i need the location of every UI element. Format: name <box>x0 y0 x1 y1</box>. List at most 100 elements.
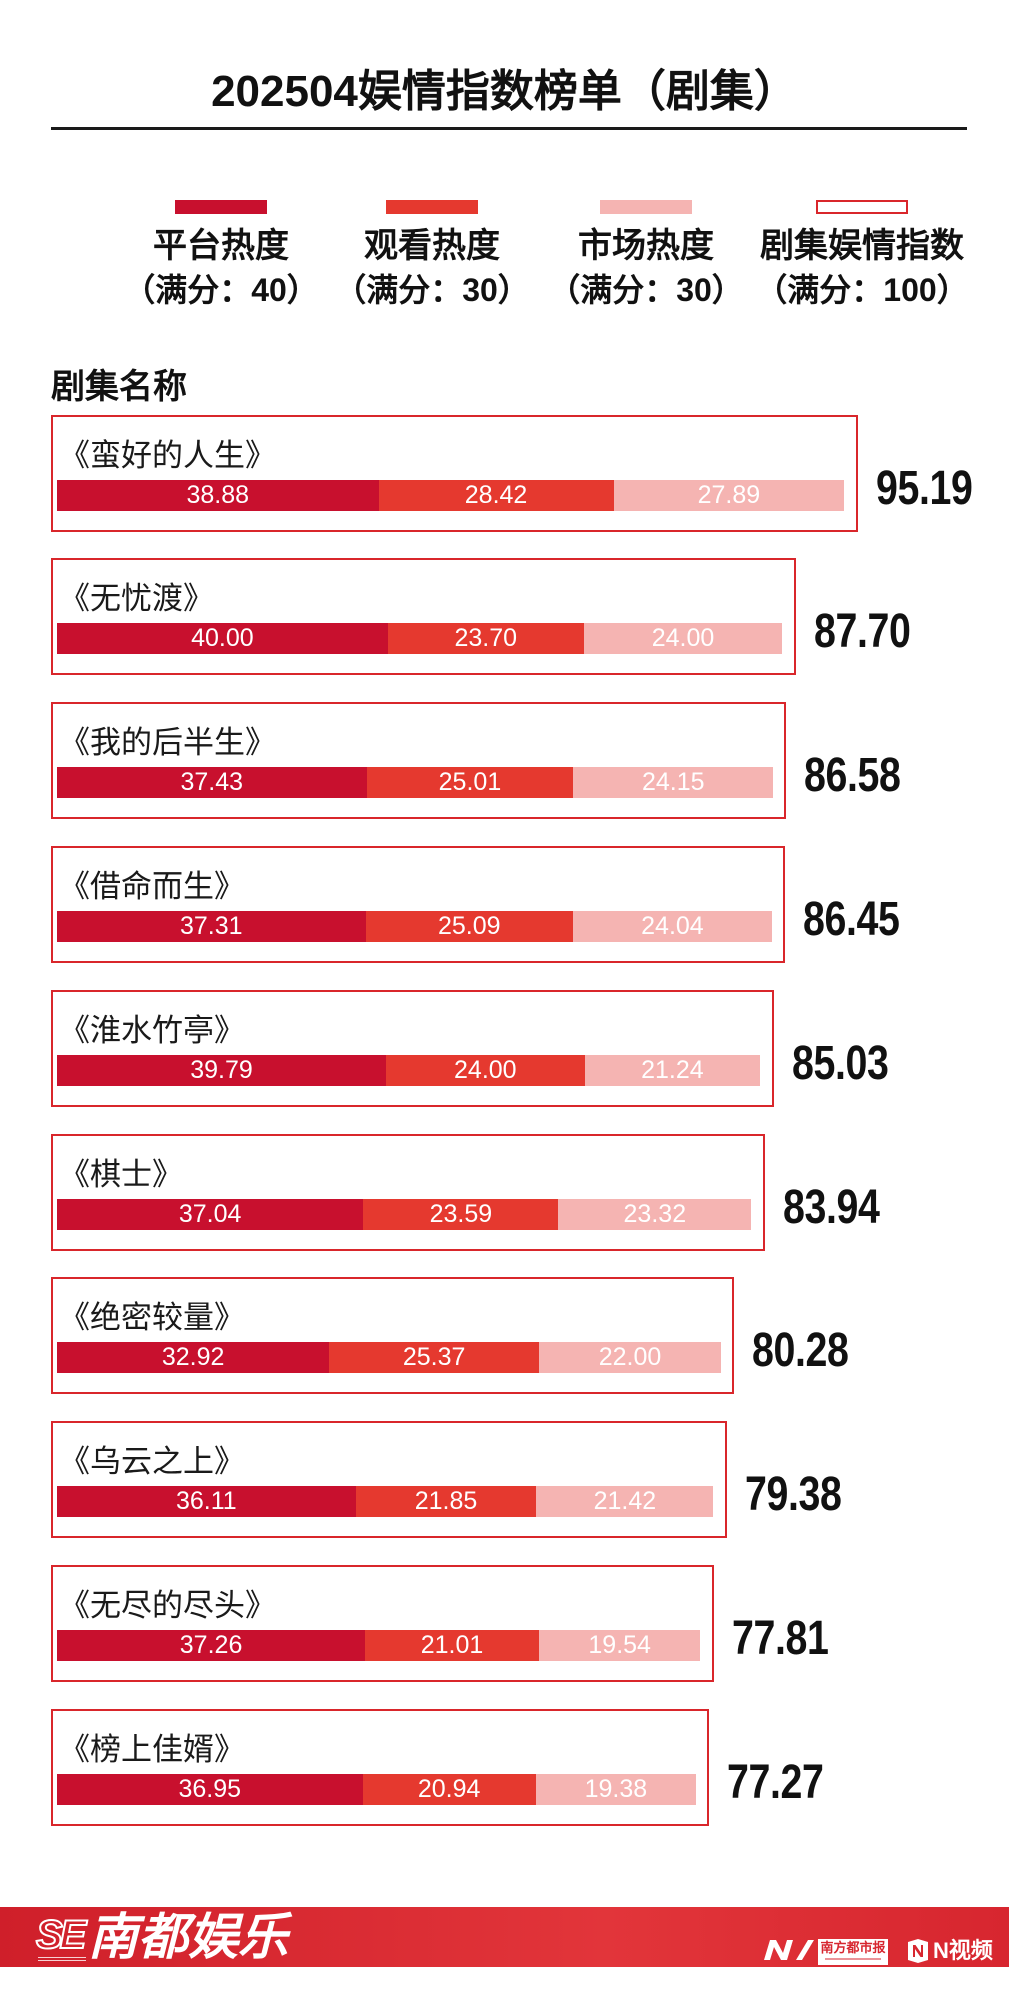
bar-segment-market: 24.00 <box>583 623 783 655</box>
bar-segment-viewing: 21.01 <box>365 1630 539 1661</box>
bar-segment-platform: 38.88 <box>57 479 379 511</box>
row-frame <box>51 1133 765 1251</box>
show-name: 《棋士》 <box>59 1156 183 1192</box>
footer-band: SE 南都娱乐 南方都市报 N视频 <box>0 1907 1009 1967</box>
legend-label: 市场热度 <box>578 227 714 265</box>
show-name: 《借命而生》 <box>59 869 245 904</box>
legend-label: 平台热度 <box>153 227 289 265</box>
row-frame <box>51 558 796 676</box>
show-name: 《淮水竹亭》 <box>59 1012 245 1048</box>
show-name: 《乌云之上》 <box>59 1444 245 1480</box>
show-row: 《乌云之上》 36.11 21.85 21.42 79.38 <box>0 1421 1009 1541</box>
show-row: 《榜上佳婿》 36.95 20.94 19.38 77.27 <box>0 1708 1009 1829</box>
legend-label: 剧集娱情指数 <box>760 227 964 265</box>
stacked-bar: 37.43 25.01 24.15 <box>57 767 774 799</box>
row-frame <box>51 846 786 963</box>
total-score: 83.94 <box>782 1180 880 1234</box>
video-brand: N视频 <box>933 1938 993 1963</box>
bar-segment-viewing: 28.42 <box>378 479 614 511</box>
total-score: 86.58 <box>804 749 901 803</box>
show-row: 《淮水竹亭》 39.79 24.00 21.24 85.03 <box>0 989 1009 1110</box>
show-row: 《我的后半生》 37.43 25.01 24.15 86.58 <box>0 702 1009 822</box>
bar-segment-market: 19.38 <box>535 1773 696 1805</box>
legend-note: （满分：30） <box>548 272 744 308</box>
stacked-bar: 37.26 21.01 19.54 <box>57 1630 701 1661</box>
bar-segment-market: 24.04 <box>573 911 772 942</box>
bar-segment-viewing: 21.85 <box>355 1486 537 1518</box>
total-score: 80.28 <box>752 1324 849 1378</box>
bar-segment-platform: 37.43 <box>57 767 367 799</box>
bar-segment-platform: 40.00 <box>57 623 388 655</box>
bar-segment-platform: 37.31 <box>57 911 366 942</box>
se-logo-lines <box>38 1957 86 1963</box>
show-name: 《绝密较量》 <box>59 1300 245 1336</box>
bar-segment-platform: 37.26 <box>57 1630 366 1661</box>
row-frame <box>51 989 774 1107</box>
stacked-bar: 36.11 21.85 21.42 <box>57 1486 714 1518</box>
show-row: 《无尽的尽头》 37.26 21.01 19.54 77.81 <box>0 1565 1009 1685</box>
show-row: 《绝密较量》 32.92 25.37 22.00 80.28 <box>0 1277 1009 1397</box>
bar-segment-platform: 32.92 <box>57 1342 330 1374</box>
bar-segment-viewing: 20.94 <box>362 1773 536 1805</box>
bar-segment-viewing: 23.70 <box>387 623 584 655</box>
bar-segment-platform: 39.79 <box>57 1054 387 1086</box>
title-underline <box>51 127 967 130</box>
total-score: 85.03 <box>791 1036 889 1090</box>
legend-swatch-total <box>816 200 908 214</box>
bar-segment-market: 21.24 <box>584 1054 761 1086</box>
legend-swatch-market <box>600 200 692 214</box>
total-score: 77.81 <box>731 1612 829 1665</box>
legend-note: （满分：100） <box>755 272 969 308</box>
bar-segment-viewing: 25.37 <box>329 1342 540 1374</box>
row-frame <box>51 1421 727 1539</box>
legend-item-platform: 平台热度 （满分：40） <box>106 200 336 310</box>
bar-segment-market: 21.42 <box>536 1486 714 1518</box>
bar-segment-market: 22.00 <box>539 1342 721 1374</box>
stacked-bar: 38.88 28.42 27.89 <box>57 479 845 511</box>
show-row: 《借命而生》 37.31 25.09 24.04 86.45 <box>0 846 1009 966</box>
total-score: 77.27 <box>727 1755 824 1809</box>
total-score: 86.45 <box>803 893 900 946</box>
row-frame <box>51 1565 714 1682</box>
legend-item-total: 剧集娱情指数 （满分：100） <box>747 200 977 310</box>
total-score: 95.19 <box>875 461 973 515</box>
legend-label: 观看热度 <box>364 227 500 265</box>
brand-name: 南都娱乐 <box>88 1909 288 1965</box>
bar-segment-viewing: 25.01 <box>366 767 574 799</box>
row-frame <box>51 1708 710 1826</box>
partner-underline <box>825 1958 881 1960</box>
chart-title: 202504娱情指数榜单（剧集） <box>211 67 798 116</box>
legend-item-viewing: 观看热度 （满分：30） <box>317 200 547 310</box>
row-frame <box>51 1277 735 1395</box>
legend-note: （满分：30） <box>334 272 530 308</box>
legend-swatch-viewing <box>386 200 478 214</box>
show-name: 《榜上佳婿》 <box>59 1731 245 1767</box>
show-row: 《蛮好的人生》 38.88 28.42 27.89 95.19 <box>0 414 1009 535</box>
stacked-bar: 39.79 24.00 21.24 <box>57 1054 761 1086</box>
show-row: 《棋士》 37.04 23.59 23.32 83.94 <box>0 1133 1009 1254</box>
show-name: 《无尽的尽头》 <box>59 1588 276 1623</box>
stacked-bar: 37.31 25.09 24.04 <box>57 911 772 942</box>
bar-segment-platform: 36.11 <box>57 1486 356 1518</box>
show-name: 《我的后半生》 <box>59 725 276 761</box>
n-video-icon <box>908 1939 928 1963</box>
bar-segment-viewing: 24.00 <box>386 1054 585 1086</box>
partner-name: 南方都市报 <box>820 1940 886 1955</box>
bar-segment-market: 23.32 <box>558 1198 752 1230</box>
stacked-bar: 40.00 23.70 24.00 <box>57 623 783 655</box>
stacked-bar: 32.92 25.37 22.00 <box>57 1342 721 1374</box>
row-frame <box>51 702 787 820</box>
legend-swatch-platform <box>175 200 267 214</box>
se-logo: SE <box>35 1912 87 1958</box>
stacked-bar: 37.04 23.59 23.32 <box>57 1198 752 1230</box>
bar-segment-viewing: 25.09 <box>365 911 574 942</box>
bar-segment-market: 24.15 <box>573 767 774 799</box>
stacked-bar: 36.95 20.94 19.38 <box>57 1773 696 1805</box>
bar-segment-platform: 37.04 <box>57 1198 364 1230</box>
bar-segment-market: 27.89 <box>613 479 845 511</box>
legend-item-market: 市场热度 （满分：30） <box>531 200 761 310</box>
partner-badge: 南方都市报 <box>818 1939 888 1965</box>
bar-segment-platform: 36.95 <box>57 1773 363 1805</box>
show-name: 《无忧渡》 <box>59 581 214 617</box>
